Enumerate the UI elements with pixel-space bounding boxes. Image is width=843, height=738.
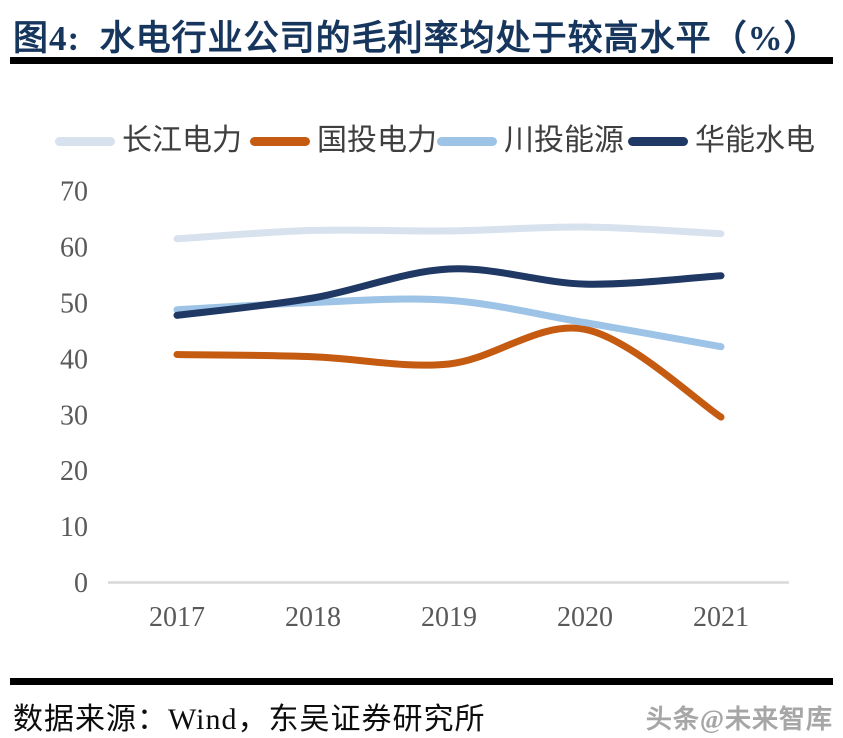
- y-tick-label: 50: [60, 289, 88, 320]
- legend-swatch-guotou: [250, 136, 310, 146]
- watermark-text: 头条@未来智库: [645, 705, 833, 734]
- series-line-0: [173, 223, 725, 243]
- line-chart-svg: 0 10 20 30 40 50 60 70 2017 2018 2019 2020 2021: [60, 177, 789, 633]
- y-tick-label: 70: [60, 177, 88, 208]
- y-tick-label: 30: [60, 400, 88, 431]
- legend-item-guotou: 国投电力: [250, 122, 437, 160]
- y-tick-label: 60: [60, 233, 88, 264]
- x-tick-label: 2019: [421, 602, 477, 633]
- series-line-1: [173, 324, 725, 421]
- legend-swatch-huaneng: [628, 136, 688, 146]
- legend-label: 国投电力: [317, 124, 437, 157]
- x-tick-label: 2021: [693, 602, 749, 633]
- legend-label: 川投能源: [504, 124, 624, 157]
- chart-legend: 长江电力 国投电力 川投能源 华能水电: [0, 122, 843, 160]
- legend-swatch-chuantou: [437, 136, 497, 146]
- y-tick-label: 0: [74, 568, 88, 599]
- footer-divider: [10, 678, 833, 685]
- x-tick-label: 2017: [149, 602, 205, 633]
- legend-item-chuantou: 川投能源: [437, 122, 624, 160]
- legend-item-changjiang: 长江电力: [55, 122, 242, 160]
- y-tick-label: 40: [60, 344, 88, 375]
- series-line-3: [173, 265, 725, 319]
- y-tick-label: 10: [60, 512, 88, 543]
- x-tick-label: 2018: [285, 602, 341, 633]
- x-tick-label: 2020: [557, 602, 613, 633]
- y-tick-label: 20: [60, 456, 88, 487]
- title-divider: [10, 57, 833, 64]
- legend-swatch-changjiang: [55, 136, 115, 146]
- legend-label: 华能水电: [695, 124, 815, 157]
- data-source-text: 数据来源：Wind，东吴证券研究所: [13, 703, 486, 736]
- figure-title: 图4: 水电行业公司的毛利率均处于较高水平（%）: [13, 19, 820, 58]
- legend-label: 长江电力: [122, 124, 242, 157]
- legend-item-huaneng: 华能水电: [628, 122, 815, 160]
